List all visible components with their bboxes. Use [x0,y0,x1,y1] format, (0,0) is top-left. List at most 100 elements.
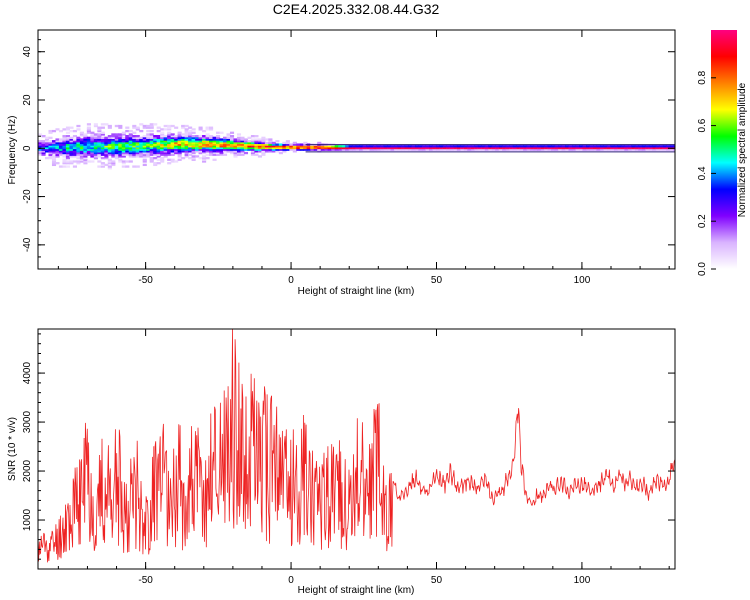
heatmap-cell [128,151,133,155]
colorbar-tick-label: 0.0 [697,262,708,276]
heatmap-cell [634,148,639,151]
heatmap-cell [118,148,123,151]
heatmap-cell [606,148,612,151]
heatmap-cell [132,143,137,146]
heatmap-cell [205,148,210,151]
heatmap-cell [226,148,231,151]
heatmap-cell [219,150,224,153]
heatmap-cell [202,141,207,145]
heatmap-cell [132,150,137,153]
heatmap-cell [617,145,622,148]
heatmap-cell [142,140,147,143]
heatmap-cell [439,146,444,150]
heatmap-cell [198,151,203,155]
heatmap-cell [439,145,444,148]
heatmap-cell [226,150,231,153]
heatmap-cell [90,135,95,138]
heatmap-cell [51,160,57,163]
heatmap-cell [205,126,210,129]
heatmap-cell [442,146,447,150]
heatmap-cell [498,148,503,151]
heatmap-cell [463,148,468,151]
heatmap-cell [202,140,207,143]
heatmap-cell [149,148,154,151]
heatmap-cell [83,151,88,155]
heatmap-cell [118,146,123,150]
heatmap-cell [104,163,109,167]
heatmap-cell [160,128,165,131]
heatmap-cell [83,148,88,151]
heatmap-cell [617,148,622,151]
heatmap-cell [167,138,172,141]
heatmap-cell [114,145,119,148]
heatmap-cell [51,140,57,143]
heatmap-cell [104,151,109,155]
heatmap-cell [160,133,165,136]
heatmap-cell [121,140,126,143]
heatmap-cell [170,158,175,161]
heatmap-cell [198,126,203,129]
heatmap-cell [111,160,116,163]
heatmap-cell [184,145,189,148]
heatmap-cell [38,140,43,143]
heatmap-cell [118,145,123,148]
heatmap-cell [236,150,242,153]
heatmap-cell [222,138,228,141]
heatmap-cell [72,148,77,151]
heatmap-cell [428,148,434,151]
heatmap-cell [177,145,182,148]
heatmap-cell [170,153,175,156]
heatmap-cell [41,150,46,153]
heatmap-cell [114,141,119,145]
heatmap-cell [156,129,161,133]
heatmap-cell [666,148,671,151]
heatmap-cell [229,136,235,139]
heatmap-cell [257,155,262,158]
heatmap-cell [104,143,109,146]
heatmap-cell [139,136,144,139]
heatmap-cell [181,136,186,139]
heatmap-cell [174,143,179,146]
heatmap-cell [582,145,587,148]
heatmap-cell [121,148,126,151]
heatmap-cell [516,146,521,150]
heatmap-cell [198,138,203,141]
heatmap-cell [491,145,496,148]
heatmap-cell [435,148,440,151]
heatmap-cell [669,148,674,151]
heatmap-cell [90,155,95,158]
heatmap-cell [65,160,71,163]
heatmap-cell [313,148,318,151]
heatmap-cell [547,148,552,151]
heatmap-cell [90,141,95,145]
heatmap-cell [435,146,440,150]
heatmap-cell [100,145,105,148]
heatmap-cell [111,162,116,165]
heatmap-cell [236,145,242,148]
heatmap-cell [254,135,259,138]
heatmap-cell [104,145,109,148]
heatmap-cell [160,136,165,139]
heatmap-cell [44,146,50,150]
heatmap-cell [128,135,133,138]
heatmap-cell [163,140,168,143]
heatmap-cell [65,131,71,134]
heatmap-cell [163,128,168,131]
heatmap-cell [86,128,91,131]
heatmap-cell [236,151,242,155]
heatmap-cell [243,151,249,155]
heatmap-cell [233,146,238,150]
heatmap-cell [247,141,252,145]
heatmap-cell [236,140,242,143]
heatmap-cell [97,148,102,151]
heatmap-cell [121,131,126,134]
heatmap-cell [79,155,84,158]
heatmap-cell [303,146,308,150]
heatmap-cell [174,141,179,145]
heatmap-cell [394,146,399,150]
heatmap-cell [86,160,91,163]
heatmap-cell [261,148,266,151]
heatmap-cell [86,131,91,134]
heatmap-cell [44,136,50,139]
heatmap-cell [121,160,126,163]
